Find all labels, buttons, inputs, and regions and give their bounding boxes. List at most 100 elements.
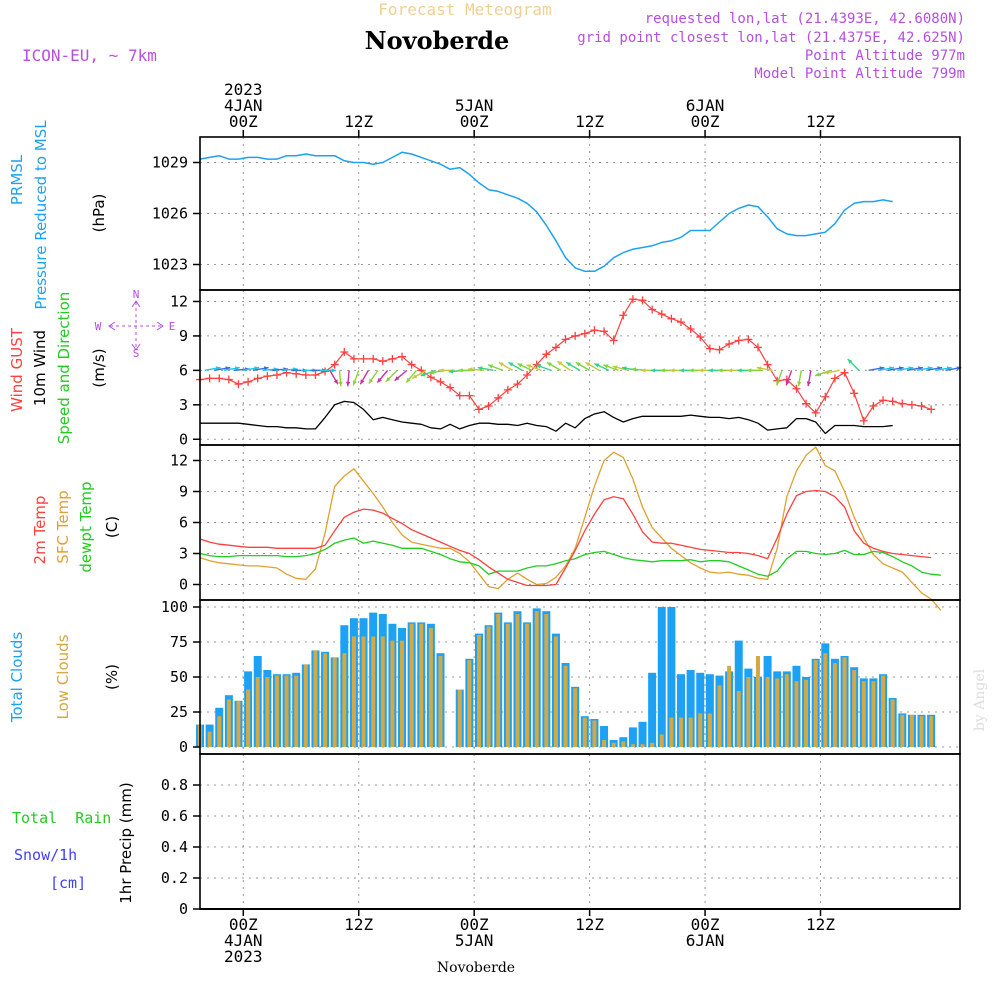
pressure-name-label: PRMSL [8, 154, 26, 205]
low-cloud-bar [313, 650, 318, 747]
total-cloud-bar [667, 607, 676, 747]
pressure-desc-label: Pressure Reduced to MSL [32, 120, 50, 310]
gust-marker [330, 360, 339, 369]
low-cloud-bar [207, 731, 212, 747]
wind-10m-label: 10m Wind [31, 330, 49, 406]
wind-arrow-head [368, 378, 374, 384]
low-cloud-bar [919, 716, 924, 747]
t2m-temp-line [199, 489, 932, 587]
top-time-label: 5JAN [455, 96, 494, 115]
wind-arrow-head [727, 368, 733, 373]
wind-arrow-head [458, 368, 463, 373]
wind-arrow-head [776, 380, 781, 386]
wind-arrow-head [823, 370, 829, 375]
clouds-unit-label: (%) [103, 664, 121, 690]
low-cloud-bar [861, 681, 866, 747]
low-cloud-bar [929, 716, 934, 747]
low-cloud-bar [688, 717, 693, 747]
wind-speed-line [200, 400, 893, 435]
gust-marker [542, 350, 551, 359]
low-cloud-bar [630, 744, 635, 747]
wind-arrow-head [669, 368, 675, 373]
total-cloud-bar [648, 672, 657, 747]
temperature-ytick-label: 6 [179, 514, 188, 532]
wind-arrow-head [756, 366, 762, 371]
gust-marker [638, 296, 647, 305]
precipitation-ytick-label: 0.4 [161, 838, 188, 856]
wind-arrow-head [717, 368, 723, 373]
low-cloud-bar [746, 677, 751, 747]
wind-arrow-head [679, 368, 684, 373]
low-cloud-bar [496, 614, 501, 747]
precipitation-ytick-label: 0 [179, 900, 188, 918]
wind-arrow-head [698, 368, 704, 373]
wind-arrow-head [603, 364, 609, 369]
compass-north: N [133, 288, 140, 301]
gust-marker [811, 408, 820, 417]
wind-arrow-head [797, 381, 802, 387]
gust-marker [859, 416, 868, 425]
gust-marker [349, 354, 358, 363]
gust-marker [792, 384, 801, 393]
total-cloud-bar [657, 607, 666, 747]
low-cloud-bar [361, 636, 366, 747]
sfc-temp-line [199, 446, 942, 611]
wind-unit-label: (m/s) [90, 348, 108, 387]
wind-arrow-head [536, 364, 542, 369]
low-cloud-bar [669, 717, 674, 747]
gust-marker [734, 336, 743, 345]
low-cloud-bar [900, 714, 905, 747]
total-cloud-bar [677, 674, 686, 747]
low-cloud-bar [871, 681, 876, 747]
low-cloud-bar [573, 688, 578, 747]
wind-arrow-head [737, 368, 742, 373]
temp-dewpt-label: dewpt Temp [77, 481, 95, 572]
gust-marker [888, 397, 897, 406]
gust-marker [311, 370, 320, 379]
pressure-ytick-label: 1023 [152, 256, 188, 274]
total-cloud-bar [696, 672, 705, 747]
gust-marker [571, 331, 580, 340]
precip-rain-label: Total Rain [12, 809, 111, 827]
gust-marker [465, 391, 474, 400]
low-cloud-bar [332, 657, 337, 747]
wind-arrow-head [546, 362, 552, 367]
low-cloud-bar [294, 675, 299, 747]
low-cloud-bar [881, 675, 886, 747]
wind-arrow-head [345, 381, 351, 387]
gust-marker [359, 354, 368, 363]
gust-marker [272, 370, 281, 379]
top-time-label: 4JAN [224, 96, 263, 115]
low-cloud-bar [380, 636, 385, 747]
low-cloud-bar [775, 678, 780, 747]
model-altitude: Model Point Altitude 799m [754, 66, 965, 82]
wind-arrow-head [689, 368, 694, 373]
bottom-time-label: 12Z [806, 915, 835, 934]
gust-marker [927, 405, 936, 414]
wind-arrow-head [815, 372, 821, 377]
wind-arrow-head [488, 364, 493, 369]
low-cloud-bar [717, 685, 722, 747]
bottom-time-label: 12Z [344, 915, 373, 934]
temperature-ytick-label: 12 [170, 452, 188, 470]
wind-direction-label: Speed and Direction [55, 292, 73, 445]
gust-marker [590, 326, 599, 335]
wind-arrow-head [526, 364, 532, 369]
gust-marker [369, 354, 378, 363]
compass-rose-icon: N S W E [95, 288, 176, 360]
wind-arrow-head [557, 361, 563, 366]
gust-marker [551, 343, 560, 352]
low-cloud-bar [342, 653, 347, 747]
temperature-ytick-label: 3 [179, 545, 188, 563]
low-cloud-bar [813, 660, 818, 747]
low-cloud-bar [246, 689, 251, 747]
model-label: ICON-EU, ~ 7km [22, 46, 157, 65]
gust-marker [619, 311, 628, 320]
low-cloud-bar [255, 677, 260, 747]
low-cloud-bar [765, 677, 770, 747]
precip-snow-label: Snow/1h [14, 846, 77, 864]
low-cloud-bar [592, 720, 597, 747]
low-cloud-bar [563, 665, 568, 747]
low-cloud-bar [707, 713, 712, 747]
gust-marker [628, 295, 637, 304]
